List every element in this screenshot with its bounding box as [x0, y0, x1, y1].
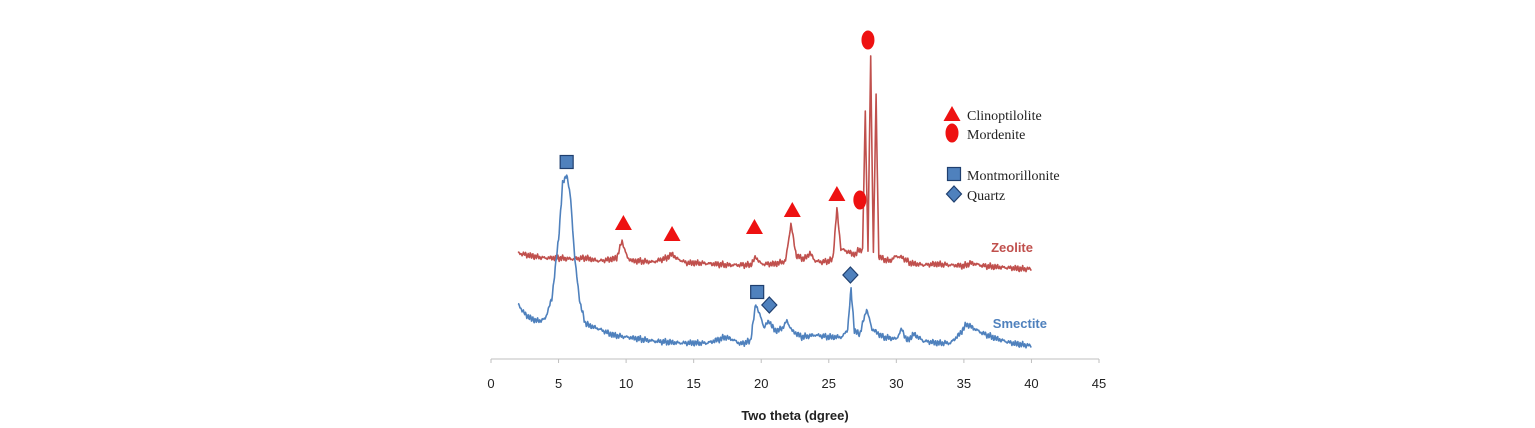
triangle-marker [745, 219, 763, 234]
legend-icon-mordenite [945, 123, 959, 143]
legend-label-montmorillonite: Montmorillonite [967, 169, 1060, 184]
square-marker [750, 284, 765, 300]
x-tick-label-15: 15 [686, 376, 700, 391]
x-tick-label-40: 40 [1024, 376, 1038, 391]
zeolite-series-line [517, 55, 1032, 273]
square-marker [559, 154, 574, 170]
zeolite-series-label: Zeolite [991, 240, 1033, 255]
x-tick-label-0: 0 [487, 376, 494, 391]
x-axis-tick-labels: 0 5 10 15 20 25 30 35 40 45 [487, 376, 1106, 391]
legend-icon-montmorillonite [946, 166, 962, 182]
legend-label-quartz: Quartz [967, 189, 1005, 204]
legend-icon-quartz [945, 185, 963, 203]
x-tick-label-30: 30 [889, 376, 903, 391]
peak-markers [559, 30, 875, 314]
triangle-marker [828, 186, 846, 201]
diamond-marker [761, 296, 778, 314]
x-tick-label-20: 20 [754, 376, 768, 391]
x-tick-label-25: 25 [822, 376, 836, 391]
smectite-series-line [517, 174, 1032, 349]
x-axis-title: Two theta (dgree) [741, 408, 848, 423]
triangle-marker [783, 202, 801, 217]
legend: Clinoptilolite Mordenite Montmorillonite… [943, 106, 1060, 204]
x-tick-label-10: 10 [619, 376, 633, 391]
x-tick-label-35: 35 [957, 376, 971, 391]
smectite-series-label: Smectite [993, 316, 1047, 331]
triangle-marker [663, 226, 681, 241]
x-axis-ticks [490, 359, 1100, 363]
legend-label-mordenite: Mordenite [967, 128, 1025, 143]
diamond-marker [842, 266, 859, 284]
triangle-marker [614, 215, 632, 230]
circle-marker [861, 30, 875, 50]
x-tick-label-5: 5 [555, 376, 562, 391]
legend-icon-clinoptilolite [943, 106, 961, 121]
x-tick-label-45: 45 [1092, 376, 1106, 391]
legend-label-clinoptilolite: Clinoptilolite [967, 109, 1042, 124]
legend-icons [943, 106, 963, 203]
circle-marker [853, 190, 867, 210]
